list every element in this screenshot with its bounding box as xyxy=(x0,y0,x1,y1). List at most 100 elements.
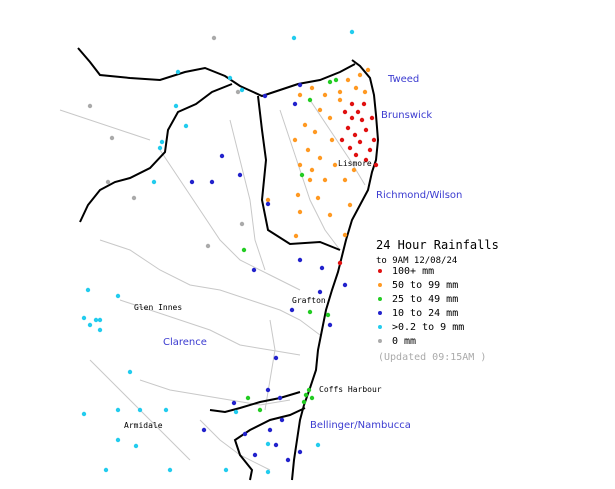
station-dot xyxy=(242,431,248,437)
station-dot xyxy=(131,195,137,201)
station-dot xyxy=(262,93,268,99)
legend-swatch xyxy=(378,339,382,343)
catchment-border xyxy=(79,83,233,223)
station-dot xyxy=(317,107,323,113)
station-dot xyxy=(105,179,111,185)
station-dot xyxy=(351,167,357,173)
catchment-border xyxy=(257,95,341,251)
station-dot xyxy=(241,247,247,253)
station-dot xyxy=(337,89,343,95)
station-dot xyxy=(265,441,271,447)
station-dot xyxy=(309,395,315,401)
station-dot xyxy=(373,162,379,168)
station-dot xyxy=(289,307,295,313)
station-dot xyxy=(297,82,303,88)
station-dot xyxy=(337,97,343,103)
station-dot xyxy=(317,289,323,295)
station-dot xyxy=(327,79,333,85)
station-dot xyxy=(235,89,241,95)
station-dot xyxy=(297,257,303,263)
station-dot xyxy=(349,115,355,121)
region-label: Richmond/Wilson xyxy=(376,190,462,201)
river xyxy=(199,419,271,471)
station-dot xyxy=(151,179,157,185)
station-dot xyxy=(97,327,103,333)
station-dot xyxy=(315,442,321,448)
station-dot xyxy=(292,101,298,107)
station-dot xyxy=(347,145,353,151)
station-dot xyxy=(309,167,315,173)
station-dot xyxy=(302,122,308,128)
station-dot xyxy=(109,135,115,141)
river xyxy=(59,109,151,141)
station-dot xyxy=(239,221,245,227)
state-border xyxy=(77,47,356,98)
station-dot xyxy=(231,400,237,406)
station-dot xyxy=(127,369,133,375)
station-dot xyxy=(205,243,211,249)
station-dot xyxy=(349,29,355,35)
river xyxy=(264,319,276,411)
station-dot xyxy=(291,35,297,41)
station-dot xyxy=(201,427,207,433)
station-dot xyxy=(333,77,339,83)
station-dot xyxy=(297,449,303,455)
station-dot xyxy=(322,177,328,183)
legend-swatch xyxy=(378,269,382,273)
station-dot xyxy=(301,399,307,405)
labels: Tweed Brunswick Richmond/Wilson Clarence… xyxy=(124,74,462,431)
rivers xyxy=(59,99,366,471)
station-dot xyxy=(93,317,99,323)
legend: 24 Hour Rainfalls to 9AM 12/08/24 (Updat… xyxy=(376,238,499,363)
station-dot xyxy=(267,427,273,433)
station-dot xyxy=(277,395,283,401)
river xyxy=(229,119,266,271)
station-dot xyxy=(325,312,331,318)
town-label: Glen Innes xyxy=(134,303,182,312)
station-dot xyxy=(345,125,351,131)
station-dot xyxy=(273,442,279,448)
station-dot xyxy=(329,137,335,143)
station-dot xyxy=(167,467,173,473)
legend-label: 100+ mm xyxy=(392,266,434,277)
station-dot xyxy=(307,177,313,183)
station-dot xyxy=(163,407,169,413)
river xyxy=(119,299,301,356)
station-dot xyxy=(97,317,103,323)
station-dot xyxy=(352,132,358,138)
station-dots xyxy=(81,29,379,475)
coastline xyxy=(291,59,380,481)
station-dot xyxy=(103,467,109,473)
station-dot xyxy=(312,129,318,135)
legend-label: 50 to 99 mm xyxy=(392,280,458,291)
station-dot xyxy=(327,212,333,218)
legend-label: 25 to 49 mm xyxy=(392,294,458,305)
station-dot xyxy=(353,85,359,91)
station-dot xyxy=(292,137,298,143)
legend-swatch xyxy=(378,297,382,301)
station-dot xyxy=(337,260,343,266)
station-dot xyxy=(237,172,243,178)
station-dot xyxy=(315,195,321,201)
station-dot xyxy=(257,407,263,413)
station-dot xyxy=(367,147,373,153)
station-dot xyxy=(265,469,271,475)
station-dot xyxy=(342,282,348,288)
station-dot xyxy=(332,162,338,168)
region-label: Tweed xyxy=(387,74,419,85)
station-dot xyxy=(307,309,313,315)
river xyxy=(309,99,366,186)
station-dot xyxy=(305,147,311,153)
station-dot xyxy=(355,109,361,115)
station-dot xyxy=(339,137,345,143)
town-label: Armidale xyxy=(124,421,163,430)
catchment-border xyxy=(209,391,301,414)
station-dot xyxy=(87,103,93,109)
station-dot xyxy=(319,265,325,271)
region-label: Brunswick xyxy=(381,110,432,121)
region-label: Bellinger/Nambucca xyxy=(310,420,411,431)
legend-swatch xyxy=(378,311,382,315)
